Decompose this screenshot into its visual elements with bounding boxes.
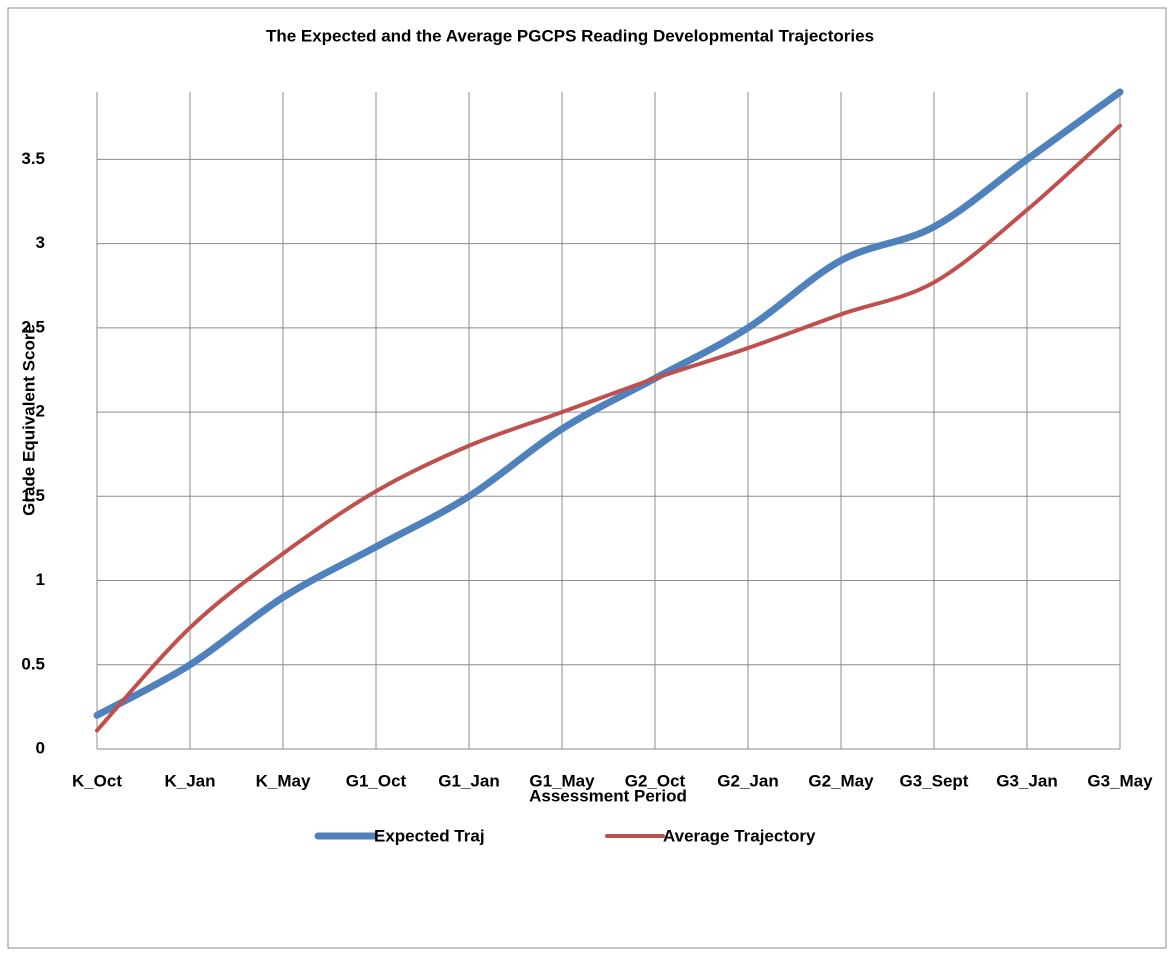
line-series bbox=[95, 123, 1122, 733]
x-tick-label: G1_Jan bbox=[438, 771, 499, 790]
x-tick-label: G1_May bbox=[529, 771, 595, 790]
chart-border bbox=[7, 7, 1167, 949]
x-tick-label: K_Oct bbox=[72, 771, 122, 790]
x-tick-label: G3_Jan bbox=[996, 771, 1057, 790]
x-tick-label: K_Jan bbox=[164, 771, 215, 790]
x-tick-label: G1_Oct bbox=[346, 771, 407, 790]
y-tick-label: 3.5 bbox=[21, 149, 45, 168]
x-tick-label: G2_May bbox=[808, 771, 874, 790]
x-axis-label: Assessment Period bbox=[529, 786, 687, 805]
x-tick-label: K_May bbox=[256, 771, 311, 790]
y-tick-label: 0 bbox=[36, 738, 45, 757]
x-tick-label: G3_Sept bbox=[900, 771, 969, 790]
line-series bbox=[93, 88, 1124, 719]
legend-label: Expected Traj bbox=[374, 826, 485, 845]
y-axis-label: Grade Equivalent Score bbox=[19, 324, 38, 516]
y-tick-label: 2 bbox=[36, 402, 45, 421]
y-tick-label: 2.5 bbox=[21, 317, 45, 336]
y-tick-label: 1 bbox=[36, 570, 45, 589]
legend-label: Average Trajectory bbox=[663, 826, 816, 845]
x-tick-label: G2_Jan bbox=[717, 771, 778, 790]
x-tick-label: G3_May bbox=[1087, 771, 1153, 790]
y-tick-label: 1.5 bbox=[21, 486, 45, 505]
x-tick-label: G2_Oct bbox=[625, 771, 686, 790]
chart-title: The Expected and the Average PGCPS Readi… bbox=[266, 26, 874, 45]
y-tick-label: 3 bbox=[36, 233, 45, 252]
y-tick-label: 0.5 bbox=[21, 654, 45, 673]
